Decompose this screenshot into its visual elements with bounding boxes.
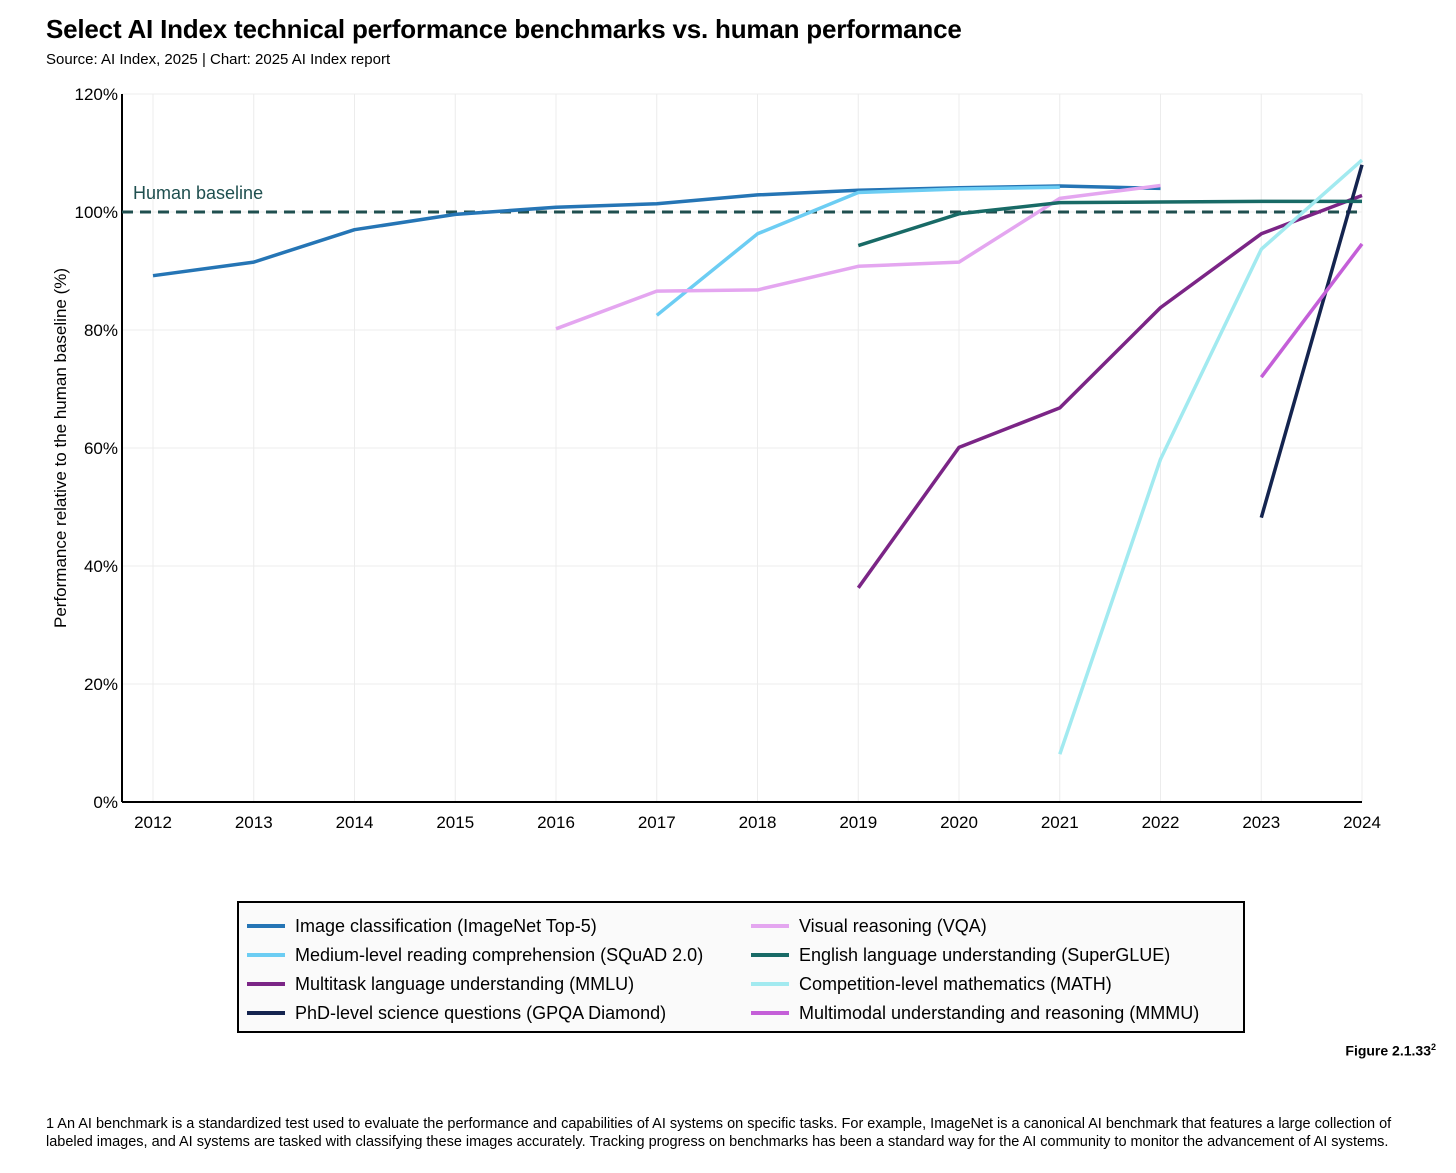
x-tick-label: 2022 xyxy=(1142,813,1180,832)
series-line-5 xyxy=(555,183,1161,331)
x-tick-label: 2023 xyxy=(1242,813,1280,832)
human-baseline: Human baseline xyxy=(122,183,1362,214)
x-tick-label: 2012 xyxy=(134,813,172,832)
legend-swatch xyxy=(751,953,789,957)
series-line-8 xyxy=(1259,242,1364,379)
y-tick-label: 40% xyxy=(84,557,118,576)
series-line-4 xyxy=(1259,164,1364,519)
legend-label: Competition-level mathematics (MATH) xyxy=(799,973,1112,994)
chart-legend: Image classification (ImageNet Top-5) Med… xyxy=(237,901,1245,1033)
legend-item: English language understanding (SuperGLU… xyxy=(751,942,1170,968)
legend-swatch xyxy=(751,924,789,928)
legend-item: Multitask language understanding (MMLU) xyxy=(247,971,634,997)
line-chart: 0% 20% 40% 60% 80% 100% 120% 2012 2013 2014 2015 20… xyxy=(51,85,1381,832)
x-tick-label: 2020 xyxy=(940,813,978,832)
series-line-6 xyxy=(857,199,1362,248)
series-line-3 xyxy=(856,193,1363,589)
x-tick-label: 2016 xyxy=(537,813,575,832)
legend-swatch xyxy=(247,982,285,986)
y-tick-label: 120% xyxy=(75,85,118,104)
chart-title: Select AI Index technical performance be… xyxy=(46,14,962,44)
legend-label: Multitask language understanding (MMLU) xyxy=(295,973,635,994)
legend-label: Image classification (ImageNet Top-5) xyxy=(295,915,597,936)
legend-item: Visual reasoning (VQA) xyxy=(751,913,987,939)
legend-item: Multimodal understanding and reasoning (… xyxy=(751,1000,1199,1026)
figure-label: Figure 2.1.332 xyxy=(1345,1042,1436,1059)
legend-item: Medium-level reading comprehension (SQuA… xyxy=(247,942,703,968)
x-tick-label: 2015 xyxy=(436,813,474,832)
legend-swatch xyxy=(247,953,285,957)
x-tick-label: 2021 xyxy=(1041,813,1079,832)
y-tick-label: 0% xyxy=(93,793,118,812)
legend-label: PhD-level science questions (GPQA Diamon… xyxy=(295,1002,667,1023)
series-line-7 xyxy=(1058,158,1364,755)
x-tick-label: 2014 xyxy=(336,813,374,832)
x-tick-label: 2013 xyxy=(235,813,273,832)
chart-subtitle: Source: AI Index, 2025 | Chart: 2025 AI … xyxy=(46,51,391,68)
legend-label: Visual reasoning (VQA) xyxy=(799,915,987,936)
legend-label: Multimodal understanding and reasoning (… xyxy=(799,1002,1200,1023)
legend-swatch xyxy=(751,982,789,986)
x-tick-label: 2024 xyxy=(1343,813,1381,832)
data-series xyxy=(152,158,1364,755)
legend-label: Medium-level reading comprehension (SQuA… xyxy=(295,944,704,965)
legend-swatch xyxy=(247,1011,285,1015)
x-tick-label: 2018 xyxy=(739,813,777,832)
y-tick-label: 20% xyxy=(84,675,118,694)
footnote: 1 An AI benchmark is a standardized test… xyxy=(46,1116,1392,1150)
y-tick-label: 100% xyxy=(75,203,118,222)
y-tick-label: 80% xyxy=(84,321,118,340)
y-tick-label: 60% xyxy=(84,439,118,458)
legend-item: Image classification (ImageNet Top-5) xyxy=(247,913,597,939)
legend-swatch xyxy=(247,924,285,928)
x-tick-label: 2019 xyxy=(839,813,877,832)
axes: 0% 20% 40% 60% 80% 100% 120% 2012 2013 2014 2015 20… xyxy=(75,85,1381,832)
series-line-2 xyxy=(655,185,1060,317)
human-baseline-label: Human baseline xyxy=(133,183,263,203)
legend-label: English language understanding (SuperGLU… xyxy=(799,944,1171,965)
x-tick-label: 2017 xyxy=(638,813,676,832)
legend-swatch xyxy=(751,1011,789,1015)
y-axis-label: Performance relative to the human baseli… xyxy=(51,268,70,628)
legend-item: PhD-level science questions (GPQA Diamon… xyxy=(247,1000,666,1026)
legend-item: Competition-level mathematics (MATH) xyxy=(751,971,1112,997)
